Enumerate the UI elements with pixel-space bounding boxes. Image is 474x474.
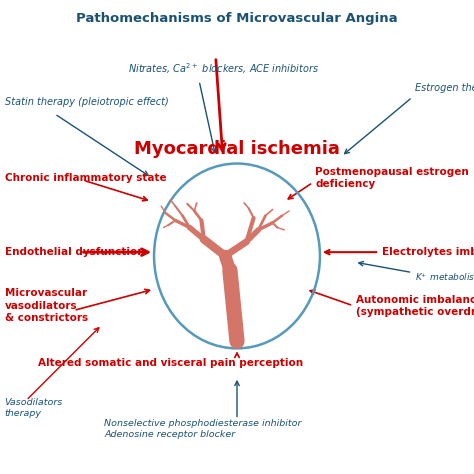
Text: K$^{+}$ metabolism: K$^{+}$ metabolism <box>415 272 474 283</box>
Text: Microvascular
vasodilators
& constrictors: Microvascular vasodilators & constrictor… <box>5 288 88 323</box>
Text: Nonselective phosphodiesterase inhibitor
Adenosine receptor blocker: Nonselective phosphodiesterase inhibitor… <box>104 419 301 439</box>
Text: Vasodilators
therapy: Vasodilators therapy <box>5 398 63 418</box>
Text: Postmenopausal estrogen
deficiency: Postmenopausal estrogen deficiency <box>315 166 469 189</box>
Text: Chronic inflammatory state: Chronic inflammatory state <box>5 173 166 183</box>
Text: Pathomechanisms of Microvascular Angina: Pathomechanisms of Microvascular Angina <box>76 12 398 25</box>
Text: Endothelial dysfunction: Endothelial dysfunction <box>5 247 145 257</box>
Text: Myocardial ischemia: Myocardial ischemia <box>134 140 340 158</box>
Text: Electrolytes imbalance: Electrolytes imbalance <box>382 247 474 257</box>
Text: Autonomic imbalance
(sympathetic overdrive): Autonomic imbalance (sympathetic overdri… <box>356 294 474 317</box>
Text: Estrogen therapy: Estrogen therapy <box>415 82 474 93</box>
Text: Nitrates, Ca$^{2+}$ blockers, ACE inhibitors: Nitrates, Ca$^{2+}$ blockers, ACE inhibi… <box>128 61 319 76</box>
Text: Altered somatic and visceral pain perception: Altered somatic and visceral pain percep… <box>38 357 303 368</box>
Text: Statin therapy (pleiotropic effect): Statin therapy (pleiotropic effect) <box>5 97 168 107</box>
